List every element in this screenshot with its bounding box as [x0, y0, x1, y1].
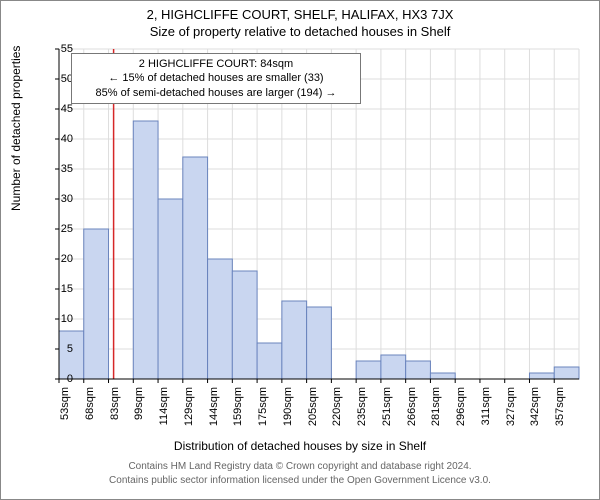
y-tick-label: 35 [61, 163, 73, 175]
y-tick-label: 5 [67, 343, 73, 355]
credit-line1: Contains HM Land Registry data © Crown c… [1, 461, 599, 472]
x-tick-label: 144sqm [208, 387, 220, 437]
chart-title-sub: Size of property relative to detached ho… [1, 24, 599, 39]
x-tick-label: 175sqm [257, 387, 269, 437]
x-tick-label: 311sqm [480, 387, 492, 437]
x-tick-label: 68sqm [84, 387, 96, 437]
y-tick-label: 15 [61, 283, 73, 295]
x-tick-label: 220sqm [331, 387, 343, 437]
annotation-box: 2 HIGHCLIFFE COURT: 84sqm ← 15% of detac… [71, 53, 361, 104]
y-tick-label: 0 [67, 373, 73, 385]
x-tick-label: 53sqm [59, 387, 71, 437]
x-tick-label: 83sqm [109, 387, 121, 437]
x-tick-label: 190sqm [282, 387, 294, 437]
x-tick-label: 114sqm [158, 387, 170, 437]
y-tick-label: 20 [61, 253, 73, 265]
chart-container: 2, HIGHCLIFFE COURT, SHELF, HALIFAX, HX3… [0, 0, 600, 500]
y-tick-label: 25 [61, 223, 73, 235]
y-tick-label: 40 [61, 133, 73, 145]
x-tick-label: 129sqm [183, 387, 195, 437]
x-tick-label: 327sqm [505, 387, 517, 437]
annot-line3: 85% of semi-detached houses are larger (… [78, 86, 354, 100]
x-tick-label: 205sqm [307, 387, 319, 437]
y-tick-label: 30 [61, 193, 73, 205]
x-tick-label: 251sqm [381, 387, 393, 437]
annot-line1: 2 HIGHCLIFFE COURT: 84sqm [78, 57, 354, 71]
x-tick-label: 159sqm [232, 387, 244, 437]
x-tick-label: 235sqm [356, 387, 368, 437]
x-tick-label: 296sqm [455, 387, 467, 437]
y-tick-label: 10 [61, 313, 73, 325]
y-tick-label: 45 [61, 103, 73, 115]
x-tick-label: 281sqm [430, 387, 442, 437]
chart-title-main: 2, HIGHCLIFFE COURT, SHELF, HALIFAX, HX3… [1, 7, 599, 22]
x-tick-label: 357sqm [554, 387, 566, 437]
y-axis-label: Number of detached properties [9, 46, 23, 211]
annot-line2: ← 15% of detached houses are smaller (33… [78, 71, 354, 85]
credit-line2: Contains public sector information licen… [1, 475, 599, 486]
x-tick-label: 342sqm [529, 387, 541, 437]
x-tick-label: 99sqm [133, 387, 145, 437]
x-tick-label: 266sqm [406, 387, 418, 437]
x-axis-label: Distribution of detached houses by size … [1, 439, 599, 453]
